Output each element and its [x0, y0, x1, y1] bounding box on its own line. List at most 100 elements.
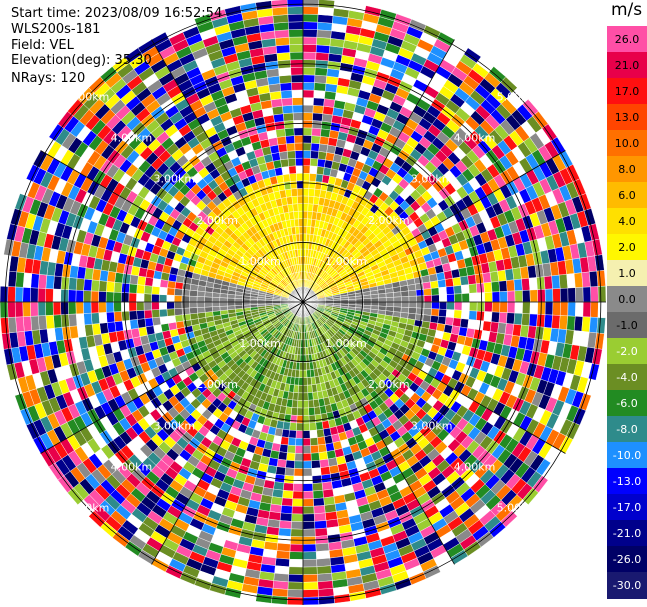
range-gate: [219, 301, 228, 307]
colorbar-tick-label: 17.0: [614, 85, 640, 98]
range-gate: [22, 316, 33, 332]
range-gate: [196, 296, 205, 303]
range-gate: [287, 203, 294, 213]
range-gate: [400, 285, 409, 292]
range-ring-label: 5.00km: [497, 502, 539, 515]
range-gate: [313, 505, 326, 515]
range-gate: [438, 286, 447, 296]
range-gate: [275, 44, 291, 54]
range-gate: [597, 301, 607, 319]
range-gate: [302, 498, 314, 507]
range-gate: [286, 444, 296, 454]
colorbar-tick-label: -6.0: [616, 397, 638, 410]
range-gate: [68, 277, 78, 291]
range-gate: [83, 301, 92, 314]
colorbar-tick-label: 2.0: [618, 241, 636, 254]
range-gate: [573, 272, 584, 288]
range-gate: [302, 407, 310, 416]
range-gate: [306, 377, 312, 386]
range-gate: [196, 301, 205, 308]
range-gate: [90, 279, 100, 292]
range-gate: [302, 165, 311, 174]
range-gate: [514, 301, 523, 314]
range-gate: [307, 195, 315, 205]
range-gate: [309, 429, 318, 439]
range-gate: [302, 157, 311, 167]
colorbar-tick-label: 21.0: [614, 59, 640, 72]
range-gate: [113, 311, 123, 323]
range-gate: [468, 310, 478, 321]
range-gate: [302, 392, 309, 401]
range-gate: [67, 301, 77, 315]
range-gate: [309, 173, 317, 182]
range-gate: [311, 459, 321, 469]
range-gate: [483, 311, 493, 323]
range-gate: [290, 407, 298, 416]
range-gate: [292, 97, 304, 106]
range-gate: [286, 150, 296, 160]
range-gate: [408, 289, 417, 297]
colorbar-tick-label: 6.0: [618, 189, 636, 202]
field-label: Field: VEL: [11, 38, 74, 53]
range-gate: [288, 566, 304, 575]
range-gate: [506, 290, 516, 303]
range-gate: [189, 307, 198, 315]
range-gate: [459, 318, 469, 329]
range-gate: [181, 301, 190, 309]
range-gate: [566, 315, 576, 331]
range-gate: [313, 89, 326, 99]
range-gate: [469, 292, 478, 303]
range-gate: [151, 293, 160, 303]
range-gate: [302, 521, 316, 530]
range-gate: [143, 285, 153, 295]
range-gate: [284, 127, 295, 137]
range-gate: [452, 276, 462, 287]
range-gate: [302, 97, 314, 106]
range-gate: [273, 21, 289, 32]
range-gate: [173, 301, 183, 309]
range-gate: [302, 203, 309, 212]
range-gate: [275, 557, 290, 568]
range-gate: [204, 311, 214, 318]
range-gate: [491, 281, 500, 293]
range-gate: [7, 316, 17, 334]
range-gate: [529, 301, 539, 315]
range-gate: [575, 287, 584, 303]
range-gate: [288, 574, 304, 583]
range-gate: [143, 301, 152, 311]
range-gate: [483, 281, 493, 293]
range-gate: [204, 296, 213, 303]
range-gate: [513, 312, 523, 326]
range-gate: [136, 293, 145, 303]
range-gate: [7, 270, 17, 288]
range-gate: [279, 82, 293, 92]
range-gate: [274, 565, 290, 575]
range-gate: [227, 301, 236, 307]
range-ring-label: 3.00km: [154, 419, 196, 432]
range-gate: [90, 301, 100, 314]
range-gate: [313, 399, 320, 408]
range-gate: [272, 580, 289, 590]
range-gate: [291, 89, 304, 99]
range-gate: [83, 290, 92, 303]
colorbar-tick-label: -26.0: [612, 553, 642, 566]
range-gate: [482, 320, 492, 332]
range-gate: [293, 468, 304, 477]
range-gate: [302, 112, 314, 121]
range-gate: [302, 596, 320, 606]
colorbar-tick-label: -30.0: [612, 579, 642, 592]
range-gate: [158, 294, 168, 303]
range-gate: [567, 301, 576, 317]
range-gate: [302, 29, 318, 38]
range-gate: [282, 490, 294, 499]
range-gate: [302, 233, 307, 242]
range-ring-label: 2.00km: [368, 378, 410, 391]
range-gate: [294, 453, 304, 462]
range-gate: [297, 195, 304, 204]
range-gate: [370, 297, 380, 303]
range-gate: [302, 528, 316, 538]
range-gate: [476, 292, 486, 303]
range-gate: [181, 289, 191, 297]
range-gate: [75, 277, 85, 291]
range-gate: [363, 294, 372, 300]
